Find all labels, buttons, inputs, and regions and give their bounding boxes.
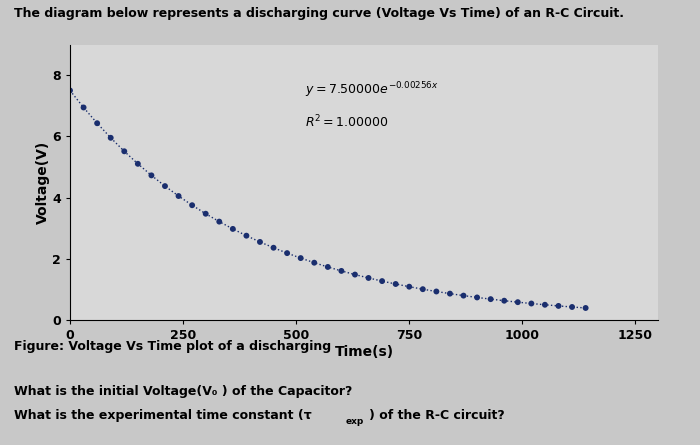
- Point: [92, 120, 103, 127]
- Text: $R^2 = 1.00000$: $R^2 = 1.00000$: [305, 113, 389, 130]
- Point: [295, 255, 307, 262]
- Point: [566, 303, 578, 311]
- Point: [254, 239, 265, 246]
- Point: [349, 271, 360, 278]
- Point: [485, 295, 496, 303]
- Text: $y = 7.50000e^{-0.00256x}$: $y = 7.50000e^{-0.00256x}$: [305, 80, 439, 100]
- Point: [78, 104, 89, 111]
- Point: [309, 259, 320, 266]
- Point: [404, 283, 415, 290]
- Point: [472, 294, 483, 301]
- Point: [241, 232, 252, 239]
- Point: [64, 87, 76, 94]
- Y-axis label: Voltage(V): Voltage(V): [36, 141, 50, 224]
- Text: What is the experimental time constant (τ: What is the experimental time constant (…: [14, 409, 312, 422]
- Point: [363, 275, 374, 282]
- Point: [430, 288, 442, 295]
- Point: [580, 304, 592, 311]
- Point: [322, 263, 333, 271]
- Point: [132, 160, 144, 167]
- Text: ) of the R-C circuit?: ) of the R-C circuit?: [369, 409, 505, 422]
- Point: [105, 134, 116, 142]
- Point: [173, 193, 184, 200]
- Point: [458, 292, 469, 299]
- Point: [444, 290, 456, 297]
- Point: [417, 286, 428, 293]
- Point: [119, 148, 130, 155]
- Point: [268, 244, 279, 251]
- Text: The diagram below represents a discharging curve (Voltage Vs Time) of an R-C Cir: The diagram below represents a dischargi…: [14, 7, 624, 20]
- Point: [526, 300, 537, 307]
- X-axis label: Time(s): Time(s): [335, 345, 393, 359]
- Point: [228, 225, 239, 232]
- Text: Figure: Voltage Vs Time plot of a discharging: Figure: Voltage Vs Time plot of a discha…: [14, 340, 331, 353]
- Point: [146, 172, 157, 179]
- Point: [553, 302, 564, 309]
- Point: [377, 278, 388, 285]
- Point: [200, 210, 211, 217]
- Point: [281, 250, 293, 257]
- Point: [214, 218, 225, 225]
- Point: [336, 267, 347, 275]
- Point: [512, 299, 524, 306]
- Text: What is the initial Voltage(V₀ ) of the Capacitor?: What is the initial Voltage(V₀ ) of the …: [14, 385, 352, 398]
- Point: [390, 280, 401, 287]
- Point: [186, 202, 197, 209]
- Point: [498, 297, 510, 304]
- Text: exp: exp: [346, 417, 364, 426]
- Point: [539, 301, 550, 308]
- Point: [160, 182, 171, 190]
